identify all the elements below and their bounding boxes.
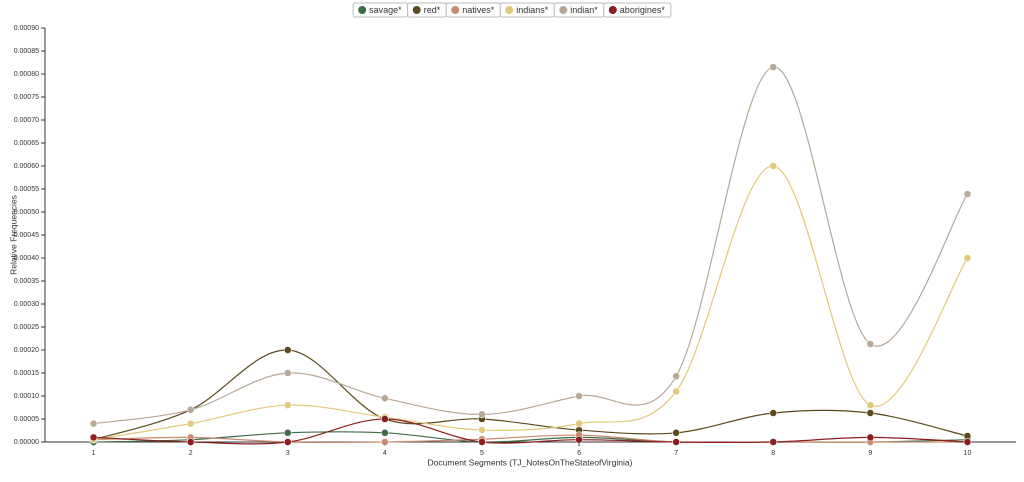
legend: savage* red* natives* indians* indian* aborig… <box>352 2 672 18</box>
x-tick-label: 8 <box>771 450 775 457</box>
y-tick-label: 0.00070 <box>14 117 39 124</box>
data-point <box>381 415 389 423</box>
x-tick-label: 10 <box>964 450 972 457</box>
y-axis-title: Relative Frequencies <box>8 195 18 275</box>
y-tick-label: 0.00080 <box>14 71 39 78</box>
y-tick-label: 0.00010 <box>14 393 39 400</box>
legend-item[interactable]: red* <box>407 2 447 18</box>
series-line <box>93 165 968 441</box>
data-point <box>186 406 195 414</box>
data-point <box>769 438 777 446</box>
y-tick-label: 0.00075 <box>14 94 39 101</box>
data-point <box>575 419 583 428</box>
x-tick-label: 1 <box>92 450 96 457</box>
y-tick-label: 0.00090 <box>14 25 39 32</box>
data-point <box>478 438 486 446</box>
data-point <box>963 190 972 198</box>
data-point <box>381 429 389 437</box>
legend-label: natives* <box>462 5 495 15</box>
data-point <box>866 340 875 348</box>
y-tick-label: 0.00015 <box>14 370 39 377</box>
data-point <box>769 409 777 417</box>
legend-swatch <box>559 6 568 14</box>
data-point <box>381 438 389 446</box>
legend-label: indian* <box>570 5 598 15</box>
y-tick-label: 0.00040 <box>14 255 39 262</box>
legend-label: aborigines* <box>620 5 666 15</box>
data-point <box>866 409 875 417</box>
legend-label: savage* <box>369 5 402 15</box>
y-tick-label: 0.00005 <box>14 416 39 423</box>
data-point <box>284 369 292 377</box>
x-axis-title: Document Segments (TJ_NotesOnTheStateofV… <box>428 457 633 467</box>
series-line <box>93 349 968 441</box>
legend-swatch <box>358 6 367 14</box>
legend-item[interactable]: savage* <box>352 2 409 18</box>
y-tick-label: 0.00020 <box>14 347 39 354</box>
legend-item[interactable]: aborigines* <box>603 2 672 18</box>
data-point <box>672 429 680 437</box>
data-point <box>963 254 972 262</box>
legend-box <box>603 2 672 18</box>
legend-label: red* <box>424 5 441 15</box>
legend-swatch <box>608 6 617 14</box>
y-tick-label: 0.00035 <box>14 278 39 285</box>
y-tick-label: 0.00025 <box>14 324 39 331</box>
data-point <box>769 63 777 71</box>
x-tick-label: 2 <box>189 450 193 457</box>
y-tick-label: 0.00030 <box>14 301 39 308</box>
data-point <box>381 394 389 403</box>
data-point <box>866 401 875 409</box>
data-point <box>89 419 98 428</box>
legend-swatch <box>412 6 421 14</box>
series-line <box>93 418 968 445</box>
data-point <box>284 346 292 354</box>
y-tick-label: 0.00050 <box>14 209 39 216</box>
data-point <box>478 410 486 419</box>
x-tick-label: 4 <box>383 450 387 457</box>
legend-label: indians* <box>516 5 549 15</box>
data-point <box>575 392 583 400</box>
y-tick-label: 0.00065 <box>14 140 39 147</box>
legend-item[interactable]: natives* <box>445 2 501 18</box>
y-tick-label: 0.00045 <box>14 232 39 239</box>
y-tick-label: 0.00055 <box>14 186 39 193</box>
data-point <box>672 372 680 380</box>
series-line <box>93 434 968 444</box>
data-point <box>284 438 292 446</box>
x-tick-label: 6 <box>577 450 581 457</box>
data-point <box>186 438 195 446</box>
data-point <box>284 429 292 437</box>
x-tick-label: 3 <box>286 450 290 457</box>
x-tick-label: 9 <box>868 450 872 457</box>
data-point <box>186 419 195 428</box>
data-point <box>478 426 486 434</box>
data-point <box>575 435 583 444</box>
data-point <box>89 433 98 442</box>
y-tick-label: 0.00000 <box>14 439 39 446</box>
x-tick-label: 5 <box>480 450 484 457</box>
x-tick-label: 7 <box>674 450 678 457</box>
legend-item[interactable]: indians* <box>499 2 555 18</box>
data-point <box>672 438 680 446</box>
data-point <box>769 162 777 170</box>
legend-swatch <box>451 6 460 14</box>
data-point <box>284 401 292 409</box>
y-tick-label: 0.00085 <box>14 48 39 55</box>
data-point <box>672 387 680 396</box>
data-point <box>963 438 972 446</box>
y-tick-label: 0.00060 <box>14 163 39 170</box>
legend-item[interactable]: indian* <box>553 2 605 18</box>
series-line <box>93 66 968 425</box>
legend-swatch <box>505 6 514 14</box>
data-point <box>866 433 875 442</box>
